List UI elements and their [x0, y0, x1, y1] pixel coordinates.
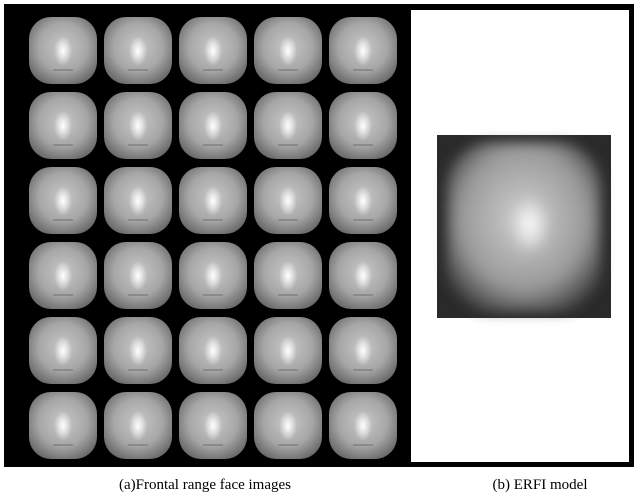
face-image — [329, 92, 397, 159]
face-nose — [204, 411, 222, 441]
face-nose — [354, 111, 372, 141]
face-nose — [129, 261, 147, 291]
mouth — [353, 444, 373, 446]
face-nose — [354, 261, 372, 291]
face-nose — [204, 111, 222, 141]
face-nose — [279, 336, 297, 366]
face-image — [29, 242, 97, 309]
face-nose — [279, 111, 297, 141]
face-nose — [129, 336, 147, 366]
face-nose — [354, 186, 372, 216]
face-image — [29, 92, 97, 159]
erfi-face — [447, 142, 601, 312]
caption-a: (a)Frontal range face images — [119, 477, 291, 493]
face-nose — [204, 36, 222, 66]
mouth — [203, 369, 223, 371]
face-nose — [54, 111, 72, 141]
mouth — [278, 219, 298, 221]
mouth — [278, 294, 298, 296]
mouth — [53, 69, 73, 71]
mouth — [53, 369, 73, 371]
face-nose — [354, 336, 372, 366]
face-image — [254, 242, 322, 309]
face-nose — [204, 261, 222, 291]
face-image — [29, 17, 97, 84]
face-image — [254, 167, 322, 234]
face-image — [329, 17, 397, 84]
face-image — [329, 392, 397, 459]
mouth — [278, 369, 298, 371]
face-nose — [279, 411, 297, 441]
face-image — [329, 317, 397, 384]
mouth — [203, 144, 223, 146]
face-image — [104, 92, 172, 159]
face-nose — [54, 261, 72, 291]
mouth — [53, 444, 73, 446]
mouth — [278, 144, 298, 146]
face-image — [254, 317, 322, 384]
mouth — [53, 219, 73, 221]
face-image — [29, 167, 97, 234]
mouth — [53, 294, 73, 296]
face-image — [104, 317, 172, 384]
face-image — [104, 17, 172, 84]
mouth — [353, 369, 373, 371]
face-nose — [279, 186, 297, 216]
face-nose — [129, 111, 147, 141]
mouth — [353, 144, 373, 146]
mouth — [353, 69, 373, 71]
face-nose — [54, 186, 72, 216]
face-image — [179, 92, 247, 159]
caption-b: (b) ERFI model — [493, 477, 588, 493]
face-image — [179, 17, 247, 84]
face-nose — [354, 36, 372, 66]
face-grid — [29, 17, 397, 459]
mouth — [203, 69, 223, 71]
divider — [411, 10, 418, 462]
mouth — [128, 69, 148, 71]
face-nose — [129, 411, 147, 441]
face-image — [254, 17, 322, 84]
face-image — [179, 167, 247, 234]
face-image — [179, 392, 247, 459]
face-nose — [54, 36, 72, 66]
face-image — [179, 317, 247, 384]
face-image — [179, 242, 247, 309]
face-image — [254, 92, 322, 159]
face-nose — [204, 186, 222, 216]
face-image — [104, 167, 172, 234]
mouth — [353, 219, 373, 221]
face-nose — [54, 336, 72, 366]
face-nose — [129, 36, 147, 66]
mouth — [353, 294, 373, 296]
mouth — [203, 219, 223, 221]
face-image — [104, 242, 172, 309]
face-nose — [279, 36, 297, 66]
face-image — [254, 392, 322, 459]
mouth — [278, 444, 298, 446]
mouth — [278, 69, 298, 71]
mouth — [203, 444, 223, 446]
mouth — [53, 144, 73, 146]
mouth — [128, 219, 148, 221]
face-nose — [129, 186, 147, 216]
face-image — [104, 392, 172, 459]
face-nose — [279, 261, 297, 291]
mouth — [128, 369, 148, 371]
face-nose — [54, 411, 72, 441]
face-nose — [204, 336, 222, 366]
face-image — [329, 242, 397, 309]
mouth — [128, 294, 148, 296]
face-nose — [354, 411, 372, 441]
face-image — [29, 392, 97, 459]
mouth — [203, 294, 223, 296]
mouth — [128, 444, 148, 446]
face-image — [29, 317, 97, 384]
mouth — [128, 144, 148, 146]
face-image — [329, 167, 397, 234]
